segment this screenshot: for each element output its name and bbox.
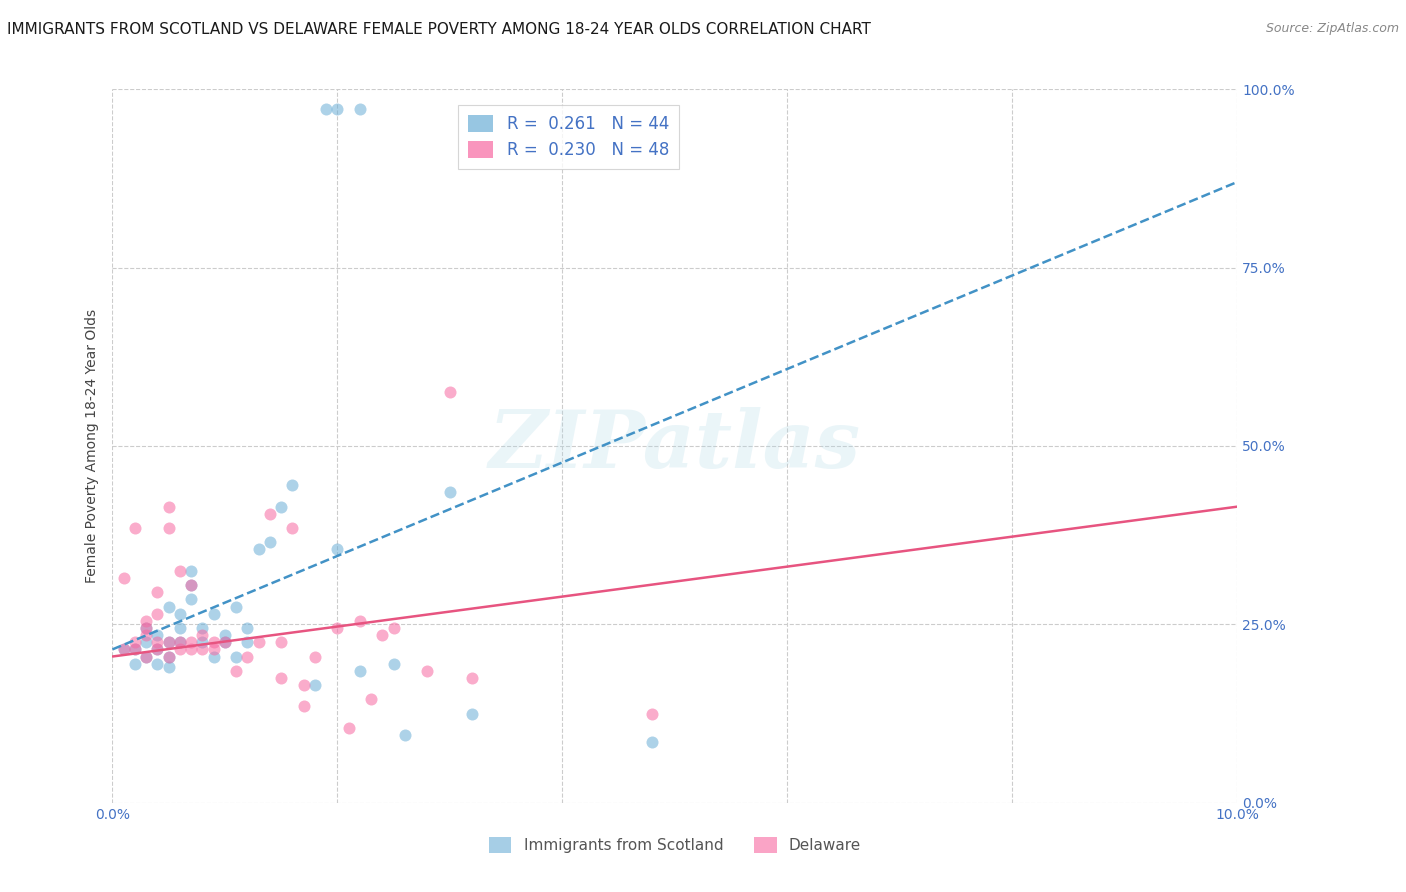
Point xyxy=(382,657,405,671)
Point xyxy=(214,628,236,642)
Point xyxy=(292,699,315,714)
Point xyxy=(416,664,439,678)
Point xyxy=(382,621,405,635)
Point xyxy=(214,635,236,649)
Point xyxy=(169,642,191,657)
Point xyxy=(641,735,664,749)
Point xyxy=(180,578,202,592)
Point xyxy=(112,642,135,657)
Point xyxy=(461,671,484,685)
Point xyxy=(146,642,169,657)
Point xyxy=(349,664,371,678)
Point xyxy=(439,485,461,500)
Point xyxy=(292,678,315,692)
Point xyxy=(326,542,349,557)
Point xyxy=(146,642,169,657)
Point xyxy=(326,102,349,116)
Point xyxy=(180,564,202,578)
Point xyxy=(326,621,349,635)
Point xyxy=(135,614,157,628)
Point xyxy=(281,478,304,492)
Point xyxy=(191,621,214,635)
Point xyxy=(225,664,247,678)
Point xyxy=(169,635,191,649)
Point xyxy=(394,728,416,742)
Point xyxy=(135,628,157,642)
Point xyxy=(191,628,214,642)
Point xyxy=(135,649,157,664)
Point xyxy=(169,635,191,649)
Point xyxy=(259,535,281,549)
Point xyxy=(146,657,169,671)
Point xyxy=(157,635,180,649)
Point xyxy=(146,628,169,642)
Y-axis label: Female Poverty Among 18-24 Year Olds: Female Poverty Among 18-24 Year Olds xyxy=(86,309,100,583)
Point xyxy=(270,500,292,514)
Point xyxy=(146,585,169,599)
Point xyxy=(202,607,225,621)
Point xyxy=(247,542,270,557)
Point xyxy=(259,507,281,521)
Text: ZIPatlas: ZIPatlas xyxy=(489,408,860,484)
Point xyxy=(157,521,180,535)
Point xyxy=(191,635,214,649)
Point xyxy=(135,621,157,635)
Point xyxy=(146,635,169,649)
Point xyxy=(461,706,484,721)
Point xyxy=(157,660,180,674)
Point xyxy=(270,671,292,685)
Text: IMMIGRANTS FROM SCOTLAND VS DELAWARE FEMALE POVERTY AMONG 18-24 YEAR OLDS CORREL: IMMIGRANTS FROM SCOTLAND VS DELAWARE FEM… xyxy=(7,22,870,37)
Point xyxy=(180,642,202,657)
Point xyxy=(124,635,146,649)
Point xyxy=(157,599,180,614)
Point xyxy=(202,642,225,657)
Point xyxy=(169,621,191,635)
Point xyxy=(337,721,360,735)
Text: Source: ZipAtlas.com: Source: ZipAtlas.com xyxy=(1265,22,1399,36)
Point xyxy=(180,592,202,607)
Point xyxy=(439,385,461,400)
Point xyxy=(157,649,180,664)
Point xyxy=(157,635,180,649)
Point xyxy=(191,642,214,657)
Point xyxy=(360,692,382,706)
Point xyxy=(169,607,191,621)
Point xyxy=(180,578,202,592)
Point xyxy=(146,607,169,621)
Point xyxy=(236,649,259,664)
Point xyxy=(371,628,394,642)
Point xyxy=(112,571,135,585)
Legend: Immigrants from Scotland, Delaware: Immigrants from Scotland, Delaware xyxy=(482,831,868,859)
Point xyxy=(202,635,225,649)
Point xyxy=(225,599,247,614)
Point xyxy=(135,635,157,649)
Point xyxy=(124,642,146,657)
Point xyxy=(225,649,247,664)
Point xyxy=(124,642,146,657)
Point xyxy=(304,649,326,664)
Point xyxy=(304,678,326,692)
Point xyxy=(202,649,225,664)
Point xyxy=(157,500,180,514)
Point xyxy=(641,706,664,721)
Point xyxy=(169,564,191,578)
Point xyxy=(135,649,157,664)
Point xyxy=(236,621,259,635)
Point xyxy=(180,635,202,649)
Point xyxy=(135,621,157,635)
Point xyxy=(349,102,371,116)
Point xyxy=(157,649,180,664)
Point xyxy=(247,635,270,649)
Point xyxy=(236,635,259,649)
Point xyxy=(315,102,337,116)
Point xyxy=(349,614,371,628)
Point xyxy=(281,521,304,535)
Point xyxy=(270,635,292,649)
Point xyxy=(124,521,146,535)
Point xyxy=(112,642,135,657)
Point xyxy=(124,657,146,671)
Point xyxy=(214,635,236,649)
